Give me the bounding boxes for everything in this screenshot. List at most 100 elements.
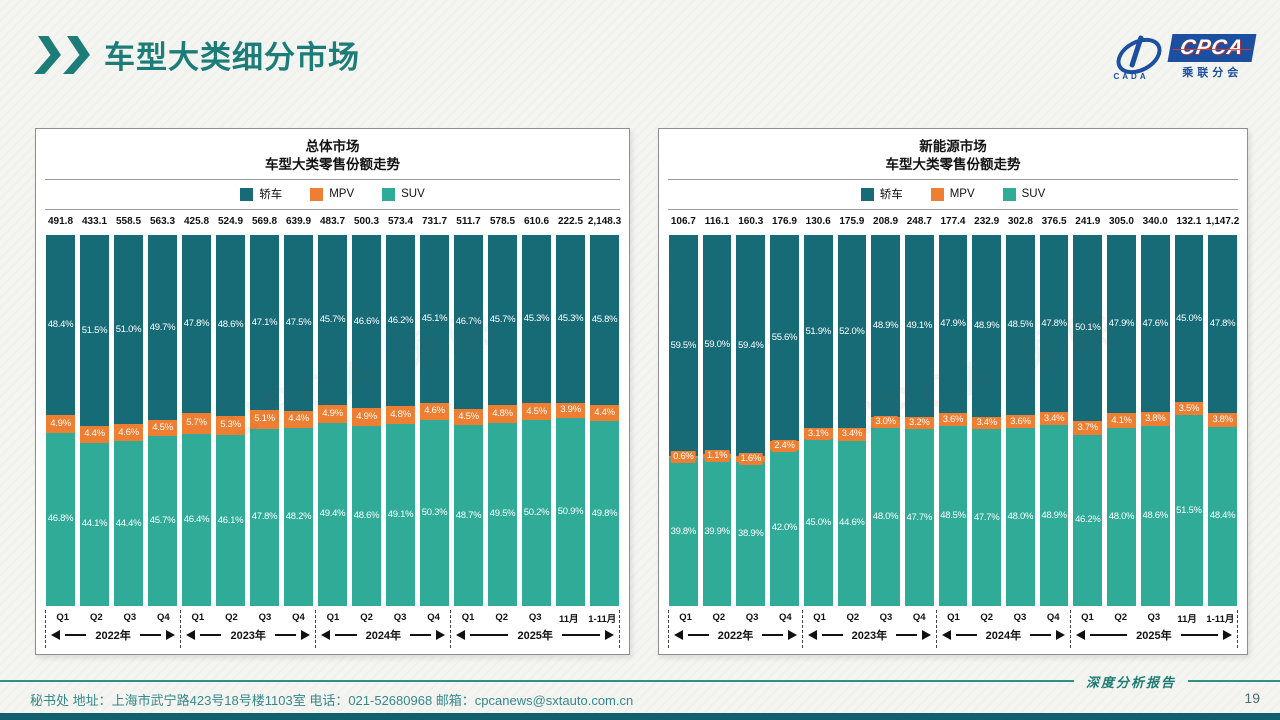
x-axis-year-group: Q1 Q2 Q3 Q4 2023年 [801,610,936,648]
segment-value-label: 45.7% [489,314,516,326]
x-axis-year-group: Q1 Q2 Q3 Q4 2024年 [315,610,450,648]
x-tick-label: Q1 [1081,612,1094,623]
bar-total-label: 433.1 [80,216,109,229]
segment-value-label: 48.2% [285,510,312,522]
segment-value-label: 47.8% [1041,317,1067,329]
footer-row: 秘书处 地址：上海市武宁路423号18号楼1103室 电话：021-526809… [0,688,1280,709]
segment-value-label: 47.1% [251,316,278,328]
x-axis-year-group: Q1 Q2 Q3 Q4 2022年 [668,610,802,648]
stacked-bar: 45.0% 3.5% 51.5% [1174,235,1204,606]
segment-value-label: 49.7% [149,321,176,333]
bar-segment-mpv: 3.6% [1006,414,1035,429]
segment-value-label: 50.3% [421,506,448,518]
bar-total-label: 130.6 [804,216,833,229]
segment-value-label: 47.8% [251,511,278,523]
segment-value-label: 48.0% [872,510,899,522]
segment-value-label: 49.4% [319,508,346,520]
bar-segment-sedan: 47.6% [1140,235,1170,412]
bar-segment-mpv: 4.8% [386,406,415,425]
segment-value-label: 3.5% [1176,402,1202,415]
bar-segment-suv: 48.0% [1006,428,1035,606]
bar-total-value: 340.0 [1142,216,1168,228]
arrow-line [274,633,297,636]
bar-segment-mpv: 4.9% [46,414,75,433]
segment-value-label: 59.4% [738,339,764,351]
stacked-bar: 46.2% 4.8% 49.1% [386,235,415,606]
bar-segment-mpv: 4.4% [284,411,313,428]
bar-segment-suv: 46.8% [46,432,75,606]
segment-value-label: 3.4% [974,416,999,429]
x-tick-label: Q1 [679,612,692,623]
bar-total-value: 241.9 [1075,216,1101,228]
bar-total-value: 302.8 [1007,216,1033,228]
legend-swatch-icon [382,187,396,201]
segment-value-label: 49.5% [489,508,516,520]
bar-segment-mpv: 3.5% [1174,402,1204,416]
bar-segment-suv: 44.1% [80,442,109,607]
bar-segment-sedan: 47.8% [182,235,211,413]
segment-value-label: 3.1% [805,427,831,440]
bar-segment-suv: 48.6% [1140,425,1170,606]
x-tick-label: Q3 [123,612,137,623]
bar-total-label: 2,148.3 [588,216,621,229]
stacked-bar: 51.0% 4.6% 44.4% [114,235,143,606]
bar-column: 639.9 47.5% 4.4% 48.2% [284,216,313,606]
bar-total-label: 491.8 [46,216,75,229]
divider-line [668,209,1238,211]
segment-value-label: 2.4% [772,439,797,452]
header: 车型大类细分市场 [36,32,360,77]
bar-total-label: 425.8 [182,216,211,229]
bar-segment-mpv: 1.1% [702,450,732,463]
segment-value-label: 3.6% [940,413,966,426]
bar-total-label: 376.5 [1040,216,1069,229]
stacked-bar: 47.9% 3.6% 48.5% [938,235,968,606]
bar-segment-sedan: 45.1% [420,235,449,403]
bar-total-value: 160.3 [738,216,764,228]
chart-panel-nev-market: 新能源市场 车型大类零售份额走势 轿车 MPV SUV 106.7 59.5% 0.6%… [658,128,1248,655]
bar-segment-suv: 48.0% [1107,428,1136,606]
chart-legend: 轿车 MPV SUV [668,184,1238,204]
bar-segment-suv: 46.1% [216,435,245,606]
bar-column: 232.9 48.9% 3.4% 47.7% [972,216,1002,606]
arrow-line [762,633,783,636]
segment-value-label: 46.8% [47,513,74,525]
segment-value-label: 4.5% [150,422,175,435]
bar-total-value: 524.9 [217,216,244,228]
segment-value-label: 52.0% [839,325,865,337]
x-axis-year-group: Q1 Q2 Q3 11月 1-11月 2025年 [450,610,619,648]
bar-segment-suv: 47.8% [250,428,279,606]
bar-segment-sedan: 48.9% [972,235,1002,417]
stacked-bar: 51.9% 3.1% 45.0% [803,235,833,606]
bar-segment-mpv: 4.5% [522,403,551,420]
bar-segment-mpv: 4.8% [488,404,517,423]
arrow-left-icon [807,629,817,640]
x-tick-label: Q2 [360,612,373,623]
bar-segment-suv: 48.7% [454,425,483,606]
arrow-line [200,633,222,636]
stacked-bar: 45.7% 4.9% 49.4% [318,235,347,606]
bar-segment-sedan: 59.4% [736,235,766,456]
bar-column: 176.9 55.6% 2.4% 42.0% [770,216,799,606]
bar-segment-suv: 48.5% [938,426,968,606]
legend-item-suv: SUV [1002,187,1045,201]
x-tick-label: Q3 [879,612,893,623]
chart-title-market: 总体市场 [305,139,360,154]
x-tick-label: Q1 [191,612,205,623]
bar-segment-sedan: 48.6% [216,235,245,416]
quarter-label-row: Q1 Q2 Q3 Q4 [937,610,1070,625]
bar-total-value: 106.7 [670,216,696,228]
bar-segment-sedan: 46.2% [386,235,415,407]
x-tick-label: Q4 [778,612,792,623]
segment-value-label: 47.8% [183,318,210,330]
bar-segment-suv: 48.4% [1208,426,1237,606]
year-arrow-row: 2024年 [316,625,450,644]
bar-total-label: 578.5 [488,216,517,229]
bar-segment-mpv: 4.6% [114,424,143,442]
bar-total-value: 208.9 [873,216,899,228]
x-tick-label: Q4 [912,612,926,623]
chart-title-sub: 车型大类零售份额走势 [885,157,1021,173]
stacked-bar: 45.3% 4.5% 50.2% [522,235,551,606]
page-title: 车型大类细分市场 [104,40,360,75]
bar-column: 222.5 45.3% 3.9% 50.9% [556,216,585,606]
bar-column: 177.4 47.9% 3.6% 48.5% [938,216,968,606]
